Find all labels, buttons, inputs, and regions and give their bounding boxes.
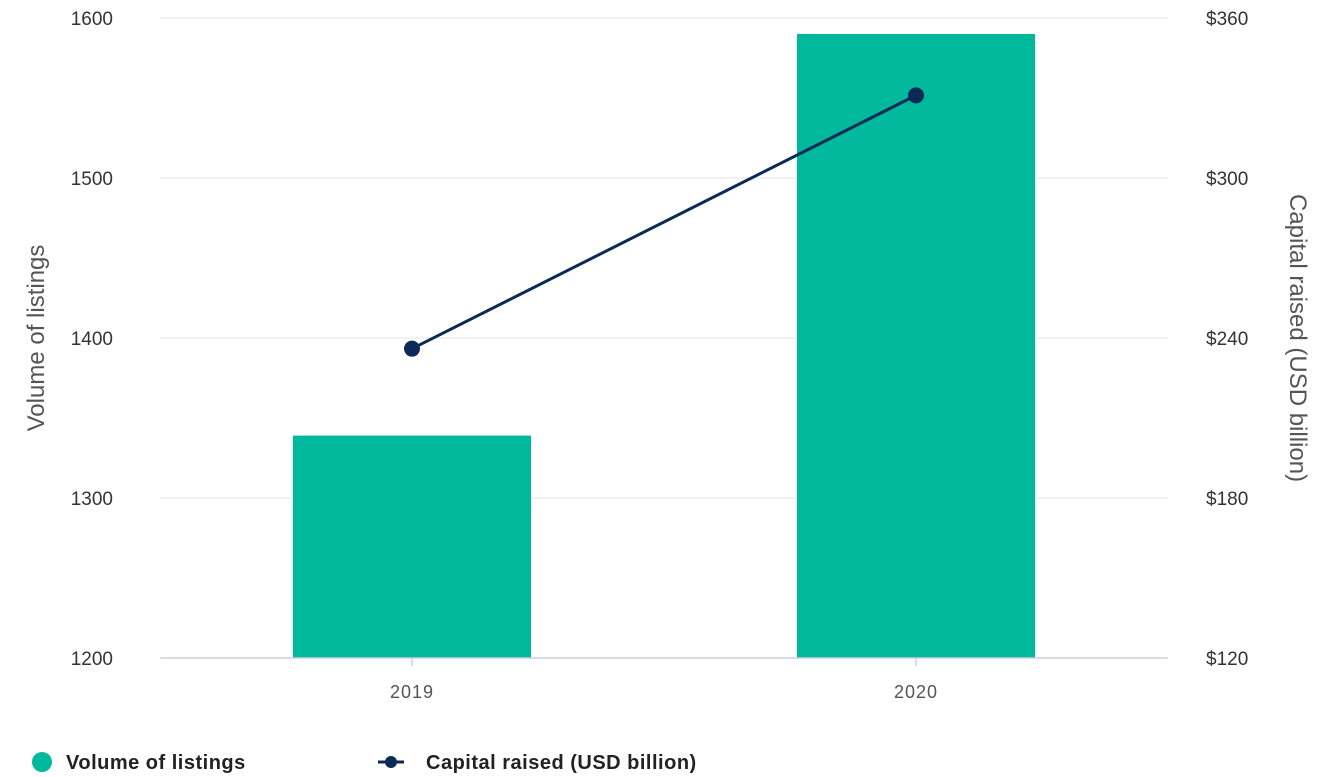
x-axis: 2019 2020 (160, 657, 1168, 702)
legend-label-capital: Capital raised (USD billion) (426, 752, 697, 774)
right-axis-title: Capital raised (USD billion) (1284, 194, 1311, 482)
right-y-axis: $120 $180 $240 $300 $360 (1206, 9, 1248, 670)
bar-2019[interactable] (293, 435, 531, 658)
left-y-axis: 1200 1300 1400 1500 1600 (71, 9, 113, 670)
line-point-2020[interactable] (908, 87, 924, 104)
capital-raised-line (411, 93, 917, 351)
legend-circle-icon (32, 752, 52, 772)
legend-item-volume[interactable]: Volume of listings (32, 752, 246, 774)
left-tick-label: 1500 (71, 169, 113, 190)
right-tick-label: $240 (1206, 329, 1248, 350)
right-tick-label: $300 (1206, 169, 1248, 190)
line-series (404, 87, 924, 357)
x-tick-label: 2019 (390, 682, 434, 702)
legend-label-volume: Volume of listings (66, 752, 246, 774)
legend-dot-icon (385, 756, 397, 768)
left-tick-label: 1600 (71, 9, 113, 30)
left-axis-title: Volume of listings (23, 245, 50, 432)
right-tick-label: $120 (1206, 649, 1248, 670)
left-tick-label: 1200 (71, 649, 113, 670)
right-tick-label: $180 (1206, 489, 1248, 510)
bar-2020[interactable] (797, 34, 1035, 658)
left-tick-label: 1300 (71, 489, 113, 510)
left-tick-label: 1400 (71, 329, 113, 350)
bars (293, 34, 1035, 658)
legend-item-capital[interactable]: Capital raised (USD billion) (378, 752, 697, 774)
x-tick-label: 2020 (894, 682, 938, 702)
legend: Volume of listings Capital raised (USD b… (32, 752, 697, 774)
line-point-2019[interactable] (404, 340, 420, 357)
right-tick-label: $360 (1206, 9, 1248, 30)
